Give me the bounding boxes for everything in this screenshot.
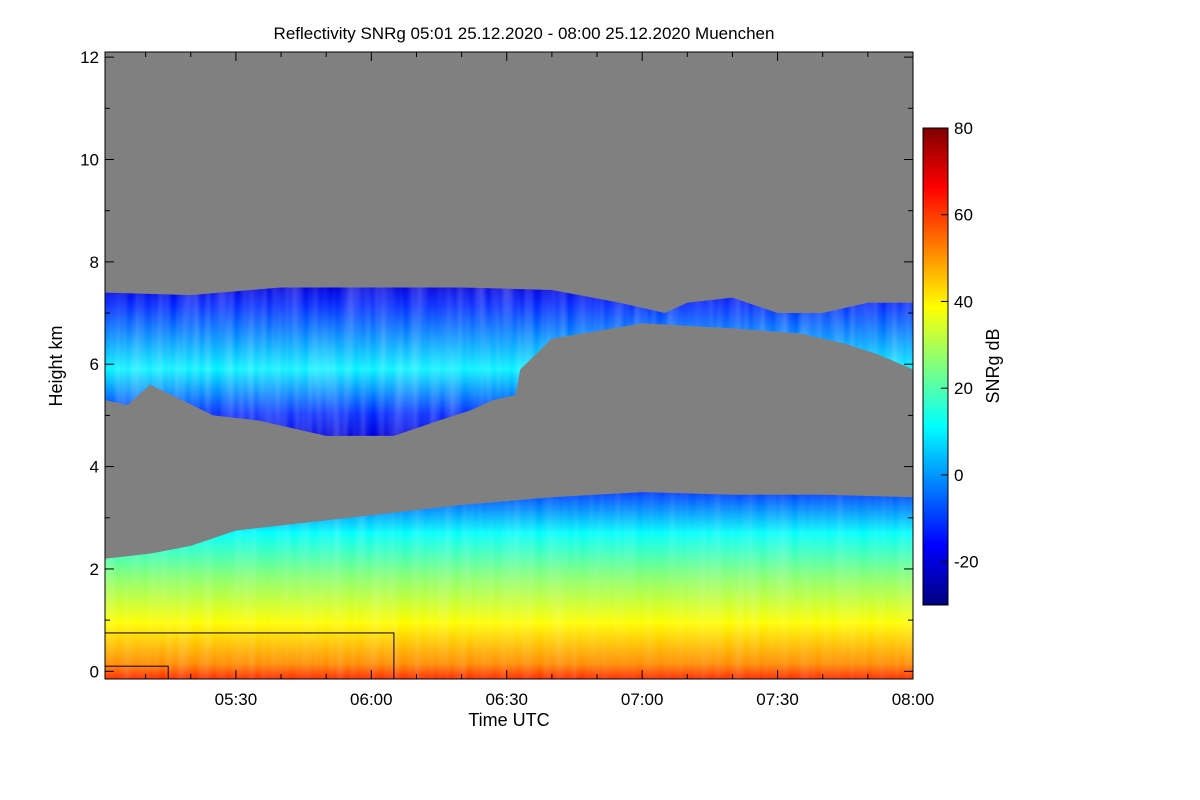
annotation-box-2	[105, 665, 169, 679]
annotation-boxes	[105, 632, 395, 679]
colorbar-title: SNRg dB	[983, 328, 1003, 403]
y-tick-label: 2	[90, 560, 99, 579]
x-axis-title: Time UTC	[468, 710, 549, 730]
x-tick-label: 06:30	[485, 690, 528, 709]
x-tick-label: 05:30	[215, 690, 258, 709]
y-tick-label: 4	[90, 458, 99, 477]
y-tick-label: 12	[80, 48, 99, 67]
colorbar-tick-label: 80	[954, 119, 973, 138]
x-tick-label: 06:00	[350, 690, 393, 709]
plot-area	[105, 52, 913, 679]
colorbar-tick-label: 0	[954, 466, 963, 485]
colorbar-tick-label: 20	[954, 379, 973, 398]
lower-cloud-texture	[105, 492, 913, 679]
x-tick-label: 07:30	[756, 690, 799, 709]
colorbar-tick-label: 60	[954, 206, 973, 225]
y-tick-label: 8	[90, 253, 99, 272]
y-axis: 0 2 4 6 8 10 12	[80, 48, 913, 681]
y-tick-label: 6	[90, 355, 99, 374]
chart-title: Reflectivity SNRg 05:01 25.12.2020 - 08:…	[274, 24, 775, 43]
colorbar-ticks: -20 0 20 40 60 80	[941, 119, 979, 572]
x-tick-label: 07:00	[621, 690, 664, 709]
upper-cloud-texture	[105, 287, 913, 436]
annotation-box-1	[105, 632, 395, 679]
x-axis: 05:30 06:00 06:30 07:00 07:30 08:00	[145, 52, 935, 709]
plot-frame	[104, 51, 914, 680]
colorbar-tick-label: 40	[954, 292, 973, 311]
colorbar: -20 0 20 40 60 80	[922, 119, 979, 606]
colorbar-gradient	[922, 127, 949, 606]
y-tick-label: 0	[90, 662, 99, 681]
cloud-layers	[105, 287, 913, 679]
x-tick-label: 08:00	[892, 690, 935, 709]
colorbar-tick-label: -20	[954, 553, 979, 572]
y-tick-label: 10	[80, 150, 99, 169]
y-axis-title: Height km	[46, 325, 66, 406]
